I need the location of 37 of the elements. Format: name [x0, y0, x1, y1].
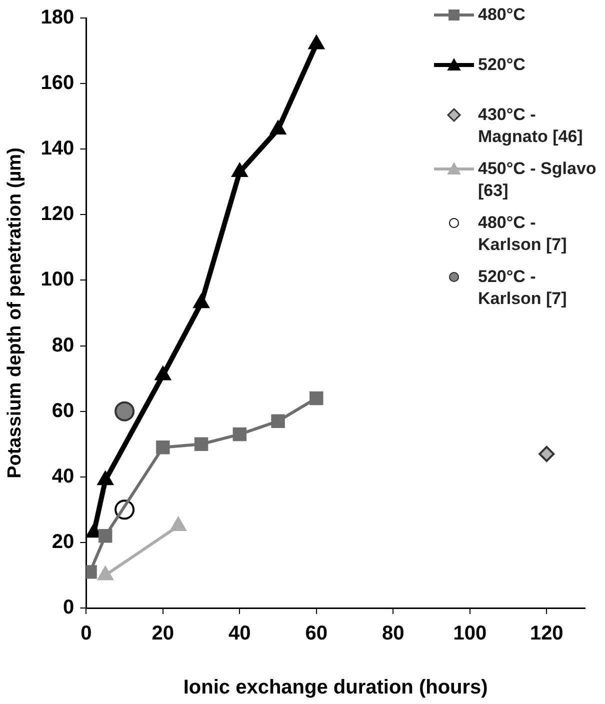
point [538, 446, 555, 462]
y-tick-label: 180 [40, 6, 74, 29]
x-tick-label: 20 [152, 622, 174, 645]
point [231, 162, 248, 178]
point [308, 34, 325, 50]
y-tick-label: 100 [40, 268, 74, 291]
x-axis-title: Ionic exchange duration (hours) [183, 676, 488, 699]
y-tick-label: 60 [52, 400, 74, 422]
y-axis-title: Potassium depth of penetration (µm) [4, 148, 26, 478]
y-tick-label: 80 [52, 334, 74, 356]
y-tick-label: 20 [52, 530, 74, 553]
point [271, 414, 285, 428]
point [270, 120, 286, 134]
x-tick-label: 40 [228, 622, 251, 645]
point [98, 529, 112, 543]
legend-label: 520°C - Karlson [7] [478, 266, 568, 310]
point [310, 391, 324, 406]
point [192, 294, 210, 308]
point [232, 427, 247, 442]
y-tick-label: 0 [63, 596, 74, 619]
x-tick-label: 80 [382, 622, 404, 645]
point [194, 437, 208, 451]
y-tick-label: 120 [40, 203, 74, 226]
y-tick-label: 140 [40, 138, 74, 160]
x-tick-label: 60 [305, 622, 328, 645]
x-tick-label: 0 [80, 622, 92, 645]
legend-label: 450°C - Sglavo [63] [478, 158, 598, 202]
y-tick-label: 40 [52, 465, 74, 488]
legend-label: 480°C [478, 4, 526, 26]
point [114, 401, 135, 422]
y-tick-label: 160 [40, 72, 74, 94]
x-tick-label: 120 [530, 622, 564, 645]
legend-label: 430°C - Magnato [46] [478, 104, 584, 148]
legend-label: 520°C [478, 54, 526, 76]
legend-label: 480°C - Karlson [7] [478, 212, 568, 256]
point [156, 440, 170, 454]
x-tick-label: 100 [453, 622, 487, 645]
